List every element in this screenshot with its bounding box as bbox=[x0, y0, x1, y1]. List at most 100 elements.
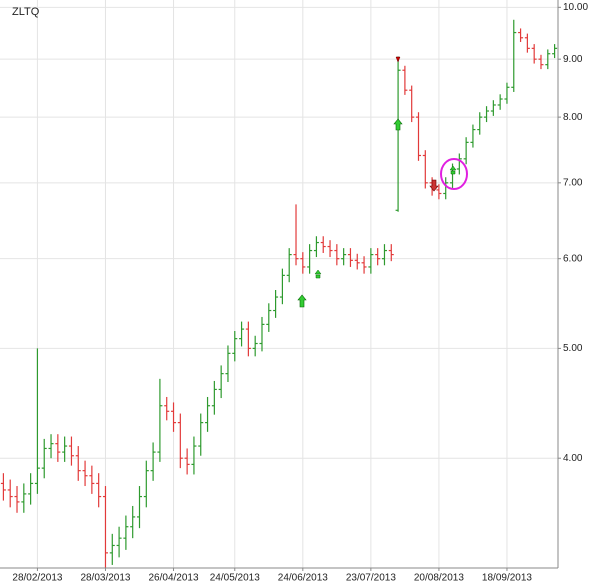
ohlc-bar bbox=[116, 526, 122, 558]
ohlc-bar bbox=[286, 248, 292, 283]
ohlc-bar bbox=[143, 460, 149, 508]
ohlc-bar bbox=[470, 124, 476, 148]
bars bbox=[0, 19, 558, 568]
ohlc-bar bbox=[368, 248, 374, 274]
ohlc-bar bbox=[341, 248, 347, 266]
ohlc-bar bbox=[531, 44, 537, 64]
y-tick-label: 9.00 bbox=[563, 54, 583, 65]
ohlc-bar bbox=[14, 486, 20, 513]
ohlc-bar bbox=[545, 49, 551, 70]
ohlc-bar bbox=[245, 321, 251, 357]
ohlc-bar bbox=[171, 402, 177, 432]
x-tick-label: 18/09/2013 bbox=[482, 573, 532, 584]
ohlc-bar bbox=[68, 436, 74, 466]
ohlc-bar bbox=[402, 65, 408, 95]
ohlc-bar bbox=[109, 533, 115, 565]
ohlc-bar bbox=[198, 413, 204, 456]
x-tick-label: 24/06/2013 bbox=[278, 573, 328, 584]
ohlc-bar bbox=[48, 434, 54, 459]
ohlc-bar bbox=[102, 486, 108, 568]
x-tick-label: 20/08/2013 bbox=[414, 573, 464, 584]
ohlc-bar bbox=[511, 19, 517, 92]
ohlc-bar bbox=[381, 244, 387, 266]
ohlc-bar bbox=[137, 486, 142, 529]
ohlc-bar bbox=[7, 479, 13, 508]
x-tick-label: 28/02/2013 bbox=[12, 573, 62, 584]
ohlc-bar bbox=[28, 473, 34, 505]
ohlc-bar bbox=[456, 153, 462, 175]
x-tick-label: 24/05/2013 bbox=[210, 573, 260, 584]
y-tick-label: 5.00 bbox=[563, 343, 583, 354]
ohlc-bar bbox=[0, 473, 6, 501]
ohlc-bar bbox=[157, 378, 163, 462]
ohlc-bar bbox=[307, 244, 313, 274]
ohlc-bar bbox=[388, 244, 394, 262]
ohlc-bar bbox=[205, 396, 211, 432]
buy-signal bbox=[314, 269, 322, 279]
ohlc-bar bbox=[89, 465, 95, 494]
ohlc-bar bbox=[395, 56, 401, 212]
sell-signal bbox=[395, 56, 401, 63]
ohlc-bar bbox=[218, 365, 224, 399]
ohlc-bar bbox=[123, 515, 129, 550]
ohlc-bar bbox=[225, 345, 231, 382]
ohlc-bar bbox=[538, 54, 544, 70]
ohlc-bar bbox=[191, 436, 197, 475]
ohlc-bar bbox=[150, 442, 156, 481]
ohlc-bar bbox=[75, 446, 81, 481]
ohlc-bar bbox=[416, 112, 421, 161]
y-tick-label: 10.00 bbox=[563, 2, 588, 13]
ohlc-bar bbox=[490, 100, 496, 116]
ohlc-bar bbox=[524, 33, 530, 53]
ohlc-bar bbox=[327, 240, 333, 258]
ohlc-bar bbox=[21, 483, 27, 513]
ohlc-bar bbox=[55, 434, 61, 462]
ohlc-bar bbox=[177, 413, 183, 469]
ohlc-bar bbox=[279, 268, 285, 305]
ohlc-bar bbox=[552, 44, 558, 59]
ohlc-bar bbox=[184, 448, 190, 475]
ohlc-bar bbox=[34, 348, 40, 494]
buy-signal bbox=[449, 165, 457, 175]
buy-signal bbox=[297, 294, 307, 308]
ohlc-bar bbox=[300, 252, 306, 274]
ohlc-bar bbox=[484, 106, 490, 123]
ohlc-bar bbox=[130, 505, 136, 539]
x-tick-label: 23/07/2013 bbox=[346, 573, 396, 584]
ohlc-bar bbox=[477, 112, 483, 135]
sell-signal bbox=[429, 179, 439, 192]
x-tick-label: 26/04/2013 bbox=[148, 573, 198, 584]
ohlc-bar bbox=[409, 85, 415, 123]
ohlc-bar bbox=[239, 321, 245, 347]
ohlc-bar bbox=[504, 82, 510, 104]
ohlc-bar bbox=[463, 137, 469, 165]
chart-title: ZLTQ bbox=[12, 6, 40, 18]
ohlc-bar bbox=[232, 330, 238, 362]
ohlc-bar bbox=[354, 253, 360, 270]
ohlc-bar bbox=[273, 290, 279, 318]
ohlc-bar bbox=[164, 396, 170, 421]
ohlc-bar bbox=[375, 248, 381, 266]
ohlc-bar bbox=[41, 438, 47, 479]
ohlc-bar bbox=[347, 248, 353, 267]
ohlc-bar bbox=[443, 177, 449, 200]
grid bbox=[0, 0, 558, 568]
ohlc-bar bbox=[293, 204, 299, 266]
ohlc-bar bbox=[259, 316, 265, 352]
ohlc-bar bbox=[518, 28, 524, 42]
ohlc-bar bbox=[313, 236, 319, 258]
ohlc-bar bbox=[422, 150, 428, 189]
ohlc-bar bbox=[334, 244, 340, 266]
ohlc-bar bbox=[361, 256, 367, 274]
x-tick-label: 28/03/2013 bbox=[80, 573, 130, 584]
ohlc-bar bbox=[82, 460, 88, 487]
highlight-circle bbox=[440, 158, 468, 190]
ohlc-bar bbox=[320, 236, 326, 253]
ohlc-bar bbox=[211, 380, 217, 415]
y-tick-label: 4.00 bbox=[563, 453, 583, 464]
ohlc-bar bbox=[266, 303, 272, 332]
ohlc-bar bbox=[497, 94, 503, 110]
ohlc-bar bbox=[436, 184, 442, 200]
